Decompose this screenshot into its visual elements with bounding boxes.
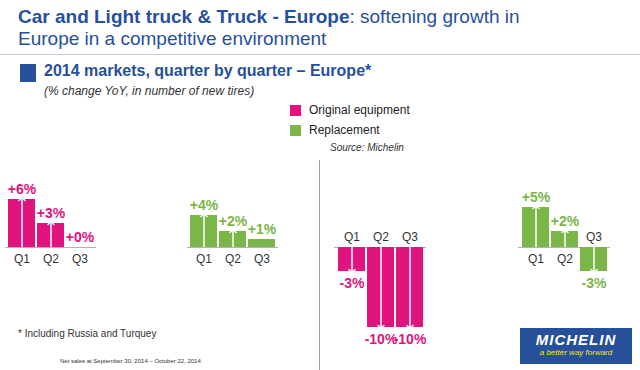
svg-text:Q2: Q2 — [225, 252, 241, 266]
svg-text:Q2: Q2 — [557, 252, 573, 266]
svg-text:+5%: +5% — [522, 189, 551, 205]
html-text:(% change YoY, in number of ne: (% change YoY, in number of new tires) — [44, 84, 255, 98]
svg-text:Q3: Q3 — [254, 252, 270, 266]
html-text:Original equipment: Original equipment — [309, 103, 410, 117]
html-text:Car and Light truck & Truck -: Car and Light truck & Truck - Europe: so… — [18, 6, 520, 49]
svg-text:-3%: -3% — [582, 275, 607, 291]
svg-text:Q2: Q2 — [373, 230, 389, 244]
svg-text:Q2: Q2 — [43, 252, 59, 266]
html-text:Replacement: Replacement — [309, 123, 380, 137]
html-text:Net sales at September 30, 201: Net sales at September 30, 2014 – Octobe… — [60, 358, 201, 364]
svg-text:Q3: Q3 — [586, 230, 602, 244]
html-text:2014 markets, quarter by quart: 2014 markets, quarter by quarter – Europ… — [44, 62, 372, 79]
svg-text:Q1: Q1 — [528, 252, 544, 266]
svg-text:+6%: +6% — [8, 181, 37, 197]
svg-text:+1%: +1% — [248, 221, 277, 237]
svg-text:+2%: +2% — [551, 213, 580, 229]
svg-text:Q3: Q3 — [72, 252, 88, 266]
html-text:a better way forward: a better way forward — [539, 348, 613, 357]
svg-text:+0%: +0% — [66, 229, 95, 245]
svg-text:Q1: Q1 — [196, 252, 212, 266]
svg-text:Q3: Q3 — [402, 230, 418, 244]
svg-text:+2%: +2% — [219, 213, 248, 229]
svg-text:Q1: Q1 — [344, 230, 360, 244]
svg-text:+3%: +3% — [37, 205, 66, 221]
svg-text:-3%: -3% — [340, 275, 365, 291]
svg-text:Q1: Q1 — [14, 252, 30, 266]
html-text:Source: Michelin: Source: Michelin — [330, 142, 404, 153]
svg-text:+4%: +4% — [190, 197, 219, 213]
html-text:* Including Russia and Turquey: * Including Russia and Turquey — [18, 328, 157, 339]
svg-text:-10%: -10% — [364, 331, 398, 347]
svg-text:-10%: -10% — [394, 331, 427, 347]
html-text:MICHELIN: MICHELIN — [535, 331, 617, 348]
